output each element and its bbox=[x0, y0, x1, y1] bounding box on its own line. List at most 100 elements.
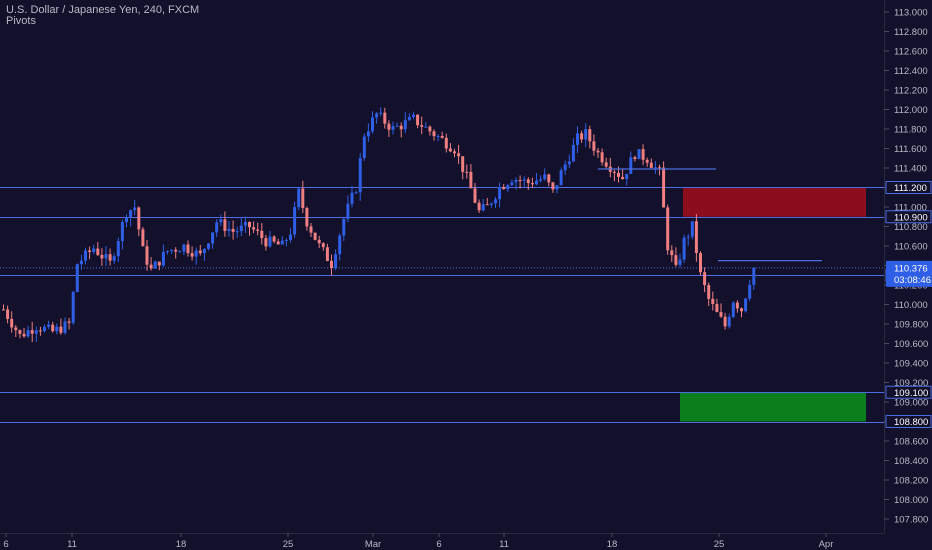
candle-down bbox=[59, 326, 63, 333]
candle-down bbox=[313, 232, 317, 240]
candle-down bbox=[596, 150, 600, 153]
y-tick-label: 111.400 bbox=[894, 164, 927, 175]
candle-down bbox=[580, 133, 584, 140]
candle-down bbox=[649, 162, 653, 168]
candle-up bbox=[354, 192, 358, 194]
candle-down bbox=[260, 230, 264, 239]
candle-down bbox=[444, 137, 448, 149]
y-tick-label: 108.400 bbox=[894, 456, 928, 467]
candle-down bbox=[658, 167, 661, 169]
candle-up bbox=[219, 219, 223, 223]
candle-up bbox=[346, 203, 350, 219]
candle-down bbox=[473, 188, 477, 203]
level-price-tag-label: 108.800 bbox=[894, 417, 928, 428]
candle-up bbox=[75, 264, 79, 292]
candle-down bbox=[145, 246, 149, 265]
candle-up bbox=[34, 330, 38, 334]
x-tick-label: 25 bbox=[714, 539, 725, 550]
candle-down bbox=[301, 188, 305, 208]
candle-up bbox=[338, 235, 342, 255]
candle-up bbox=[239, 225, 243, 232]
candle-down bbox=[252, 227, 256, 230]
candle-up bbox=[489, 203, 493, 205]
candle-up bbox=[215, 222, 219, 233]
candle-down bbox=[141, 229, 145, 247]
candle-up bbox=[407, 116, 411, 121]
candle-down bbox=[108, 254, 112, 261]
candle-down bbox=[617, 172, 620, 177]
candle-down bbox=[22, 333, 26, 337]
candle-down bbox=[387, 123, 391, 130]
candle-down bbox=[18, 330, 22, 334]
candle-up bbox=[629, 157, 633, 174]
candle-down bbox=[309, 226, 313, 233]
candle-up bbox=[379, 112, 383, 114]
candle-down bbox=[223, 219, 227, 231]
candle-up bbox=[494, 199, 497, 204]
time-axis[interactable]: 6 11 18 25 Mar 6 11 18 25 Apr bbox=[3, 533, 833, 550]
resistance-zone bbox=[683, 187, 866, 217]
candle-down bbox=[88, 250, 92, 252]
candle-up bbox=[211, 232, 215, 244]
candle-down bbox=[453, 151, 456, 154]
candle-up bbox=[235, 231, 239, 233]
candle-up bbox=[744, 298, 748, 312]
candle-up bbox=[161, 251, 165, 266]
candle-up bbox=[686, 236, 690, 238]
candle-down bbox=[420, 125, 424, 127]
y-tick-label: 108.600 bbox=[894, 437, 928, 448]
candle-up bbox=[166, 250, 169, 252]
candle-up bbox=[112, 256, 116, 261]
candle-up bbox=[436, 135, 440, 137]
x-tick-label: 11 bbox=[67, 539, 77, 550]
x-tick-label: 18 bbox=[176, 539, 187, 550]
candle-down bbox=[264, 238, 268, 247]
indicator-label: Pivots bbox=[6, 15, 36, 27]
candle-down bbox=[174, 249, 178, 252]
candle-up bbox=[678, 259, 682, 265]
candle-up bbox=[563, 164, 567, 171]
candle-down bbox=[633, 157, 637, 160]
candle-up bbox=[375, 113, 379, 118]
level-price-tag-label: 111.200 bbox=[894, 183, 927, 194]
candle-down bbox=[670, 250, 674, 256]
candle-down bbox=[645, 159, 649, 163]
candle-up bbox=[207, 243, 210, 249]
candle-down bbox=[641, 149, 645, 160]
candle-up bbox=[543, 174, 547, 180]
y-tick-label: 111.600 bbox=[894, 144, 927, 155]
candle-up bbox=[43, 326, 46, 332]
candle-down bbox=[6, 309, 10, 319]
x-tick-label: 6 bbox=[3, 539, 8, 550]
candle-down bbox=[440, 135, 444, 138]
candles-layer bbox=[2, 107, 756, 343]
candle-up bbox=[71, 291, 75, 323]
candle-down bbox=[469, 171, 473, 189]
candle-down bbox=[588, 129, 592, 142]
level-price-tag-label: 110.900 bbox=[894, 212, 928, 223]
candle-up bbox=[571, 144, 575, 162]
candle-up bbox=[391, 126, 395, 130]
candle-up bbox=[403, 120, 407, 130]
candle-up bbox=[297, 188, 301, 208]
candle-up bbox=[424, 126, 428, 128]
candle-up bbox=[682, 237, 686, 260]
candle-down bbox=[662, 167, 666, 208]
candle-down bbox=[67, 321, 71, 323]
candle-down bbox=[592, 141, 596, 151]
candle-down bbox=[149, 264, 153, 269]
candle-up bbox=[690, 221, 694, 237]
x-tick-label: Mar bbox=[365, 539, 381, 550]
candle-down bbox=[30, 330, 34, 334]
y-tick-label: 112.000 bbox=[894, 105, 928, 116]
y-tick-label: 112.800 bbox=[894, 27, 928, 38]
candle-down bbox=[448, 148, 452, 152]
candle-up bbox=[268, 236, 272, 247]
candle-down bbox=[137, 207, 141, 230]
candle-up bbox=[567, 161, 571, 165]
candle-down bbox=[551, 182, 555, 190]
candle-down bbox=[707, 285, 711, 299]
candle-up bbox=[350, 192, 354, 204]
candle-down bbox=[428, 126, 432, 132]
